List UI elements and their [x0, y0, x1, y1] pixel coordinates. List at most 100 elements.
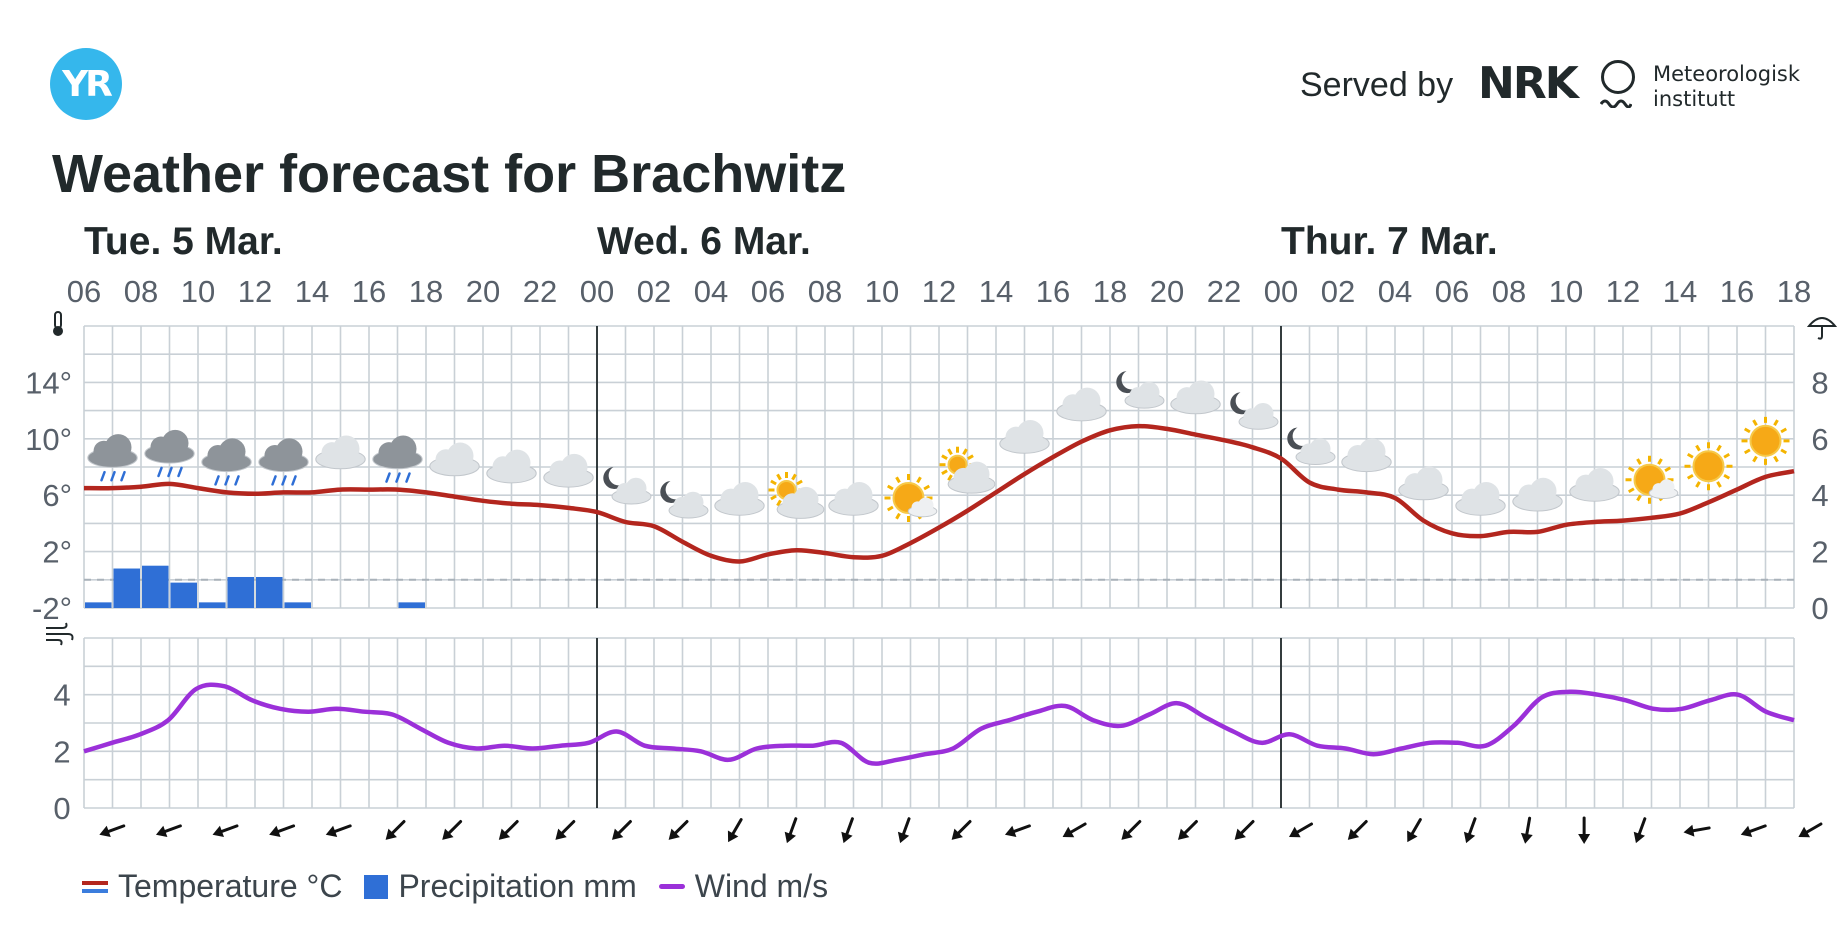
- legend-item-wind: Wind m/s: [658, 868, 828, 905]
- sun-ray: [791, 473, 797, 481]
- wind-arrow-icon: [99, 824, 126, 838]
- rain-drop: [405, 472, 411, 483]
- hour-tick-label: 16: [1720, 274, 1754, 309]
- nrk-logo[interactable]: NRK: [1478, 58, 1579, 109]
- cloud-puff: [161, 429, 189, 457]
- wind-arrow-icon: [1407, 818, 1422, 843]
- arrow-head: [385, 828, 397, 840]
- arrow-head: [727, 830, 739, 843]
- arrow-head: [99, 825, 111, 838]
- sun-ray: [1743, 427, 1751, 434]
- arrow-head: [1178, 828, 1190, 840]
- precip-axis-tick: 8: [1811, 365, 1828, 400]
- hour-tick-label: 16: [352, 274, 386, 309]
- temp-axis-tick: 6°: [42, 478, 72, 513]
- thermometer-bulb: [53, 326, 63, 336]
- arrow-head: [1234, 828, 1246, 840]
- thermometer-stem: [54, 311, 62, 329]
- cloud-puff: [1138, 381, 1160, 403]
- rain-drop: [100, 470, 106, 482]
- hour-tick-label: 08: [124, 274, 158, 309]
- wind-arrow-icon: [727, 818, 743, 843]
- sun-ray: [1664, 466, 1672, 473]
- temp-axis-tick: 2°: [42, 535, 72, 570]
- sun-ray: [1686, 452, 1694, 459]
- hour-tick-label: 12: [922, 274, 956, 309]
- arrow-head: [269, 825, 281, 838]
- sun-ray: [1752, 419, 1758, 427]
- wind-arrow-icon: [1062, 822, 1087, 838]
- served-by-label: Served by: [1300, 66, 1454, 104]
- wind-arrows: [99, 816, 1823, 844]
- arrow-head: [784, 831, 796, 844]
- hour-tick-label: 02: [637, 274, 671, 309]
- precipitation-bar: [142, 565, 169, 608]
- forecast-chart: Tue. 5 Mar. Wed. 6 Mar. Thur. 7 Mar.06 08 10…: [25, 220, 1838, 844]
- cloud-puff: [218, 438, 246, 465]
- wind-arrow-icon: [1578, 816, 1591, 844]
- wind-arrow-icon: [1798, 822, 1823, 838]
- cloud-puff: [964, 461, 990, 487]
- wind-arrow-icon: [1288, 822, 1314, 838]
- met-line1: Meteorologisk: [1653, 62, 1801, 86]
- precipitation-bar: [199, 602, 226, 608]
- cloud-puff: [682, 491, 704, 513]
- sun-ray: [770, 494, 777, 501]
- temp-axis-tick: 14°: [25, 365, 72, 400]
- rain-drop: [157, 466, 163, 478]
- sun-disc: [1749, 424, 1782, 457]
- precipitation-bar: [284, 602, 311, 608]
- hour-tick-label: 22: [523, 274, 557, 309]
- wind-line: [83, 682, 1795, 766]
- rain-drop: [167, 466, 173, 478]
- wind-arrow-icon: [1740, 824, 1767, 838]
- clear-sky-icon: [1741, 416, 1790, 465]
- hour-tick-label: 12: [238, 274, 272, 309]
- sun-ray: [1636, 458, 1642, 465]
- sun-ray: [1636, 494, 1642, 502]
- sun-ray: [1723, 452, 1731, 459]
- chart-legend: Temperature °C Precipitation mm Wind m/s: [82, 868, 850, 905]
- fair-day-icon: [1625, 455, 1679, 504]
- temperature-line: [83, 423, 1795, 564]
- met-line2: institutt: [1653, 87, 1736, 111]
- cloudy-icon: [1056, 387, 1107, 422]
- sun-ray: [1743, 448, 1751, 455]
- met-logo-wave: [1600, 99, 1632, 108]
- hour-tick-label: 04: [694, 274, 728, 309]
- cloudy-icon: [486, 449, 537, 484]
- sun-ray: [1780, 448, 1788, 455]
- arrow-head: [1004, 825, 1017, 838]
- cloud-puff: [1415, 466, 1443, 494]
- cloud-puff: [1016, 420, 1044, 447]
- cloud-puff: [1529, 477, 1557, 505]
- sun-ray: [796, 479, 803, 486]
- day-label: Tue. 5 Mar.: [84, 220, 283, 263]
- cloudy-icon: [1569, 467, 1620, 502]
- moon-crescent: [660, 481, 681, 503]
- hour-tick-label: 14: [1663, 274, 1697, 309]
- rain-drop: [177, 466, 183, 478]
- sun-ray: [770, 479, 777, 486]
- cloud-puff: [845, 481, 873, 509]
- cloudy-icon: [1341, 438, 1392, 473]
- met-logo-text[interactable]: Meteorologisk institutt: [1653, 62, 1800, 112]
- cloud-puff: [389, 435, 417, 463]
- sun-ray: [1695, 444, 1701, 452]
- sun-ray: [947, 448, 953, 456]
- wind-arrow-icon: [897, 817, 911, 844]
- logo-text: YR: [62, 63, 113, 105]
- sun-ray: [895, 512, 901, 520]
- wind-arrow-icon: [612, 820, 632, 840]
- light-rain-icon: [258, 438, 309, 486]
- arrow-head: [951, 828, 963, 840]
- wind-arrow-icon: [668, 820, 689, 840]
- wind-axis-tick: 4: [53, 678, 70, 713]
- rain-drop: [110, 470, 116, 482]
- sun-ray: [886, 484, 894, 491]
- sun-ray: [776, 499, 782, 507]
- grid-lines: [83, 325, 1795, 809]
- yr-logo[interactable]: YR: [50, 48, 122, 120]
- hour-tick-label: 16: [1036, 274, 1070, 309]
- moon-crescent: [1287, 427, 1308, 450]
